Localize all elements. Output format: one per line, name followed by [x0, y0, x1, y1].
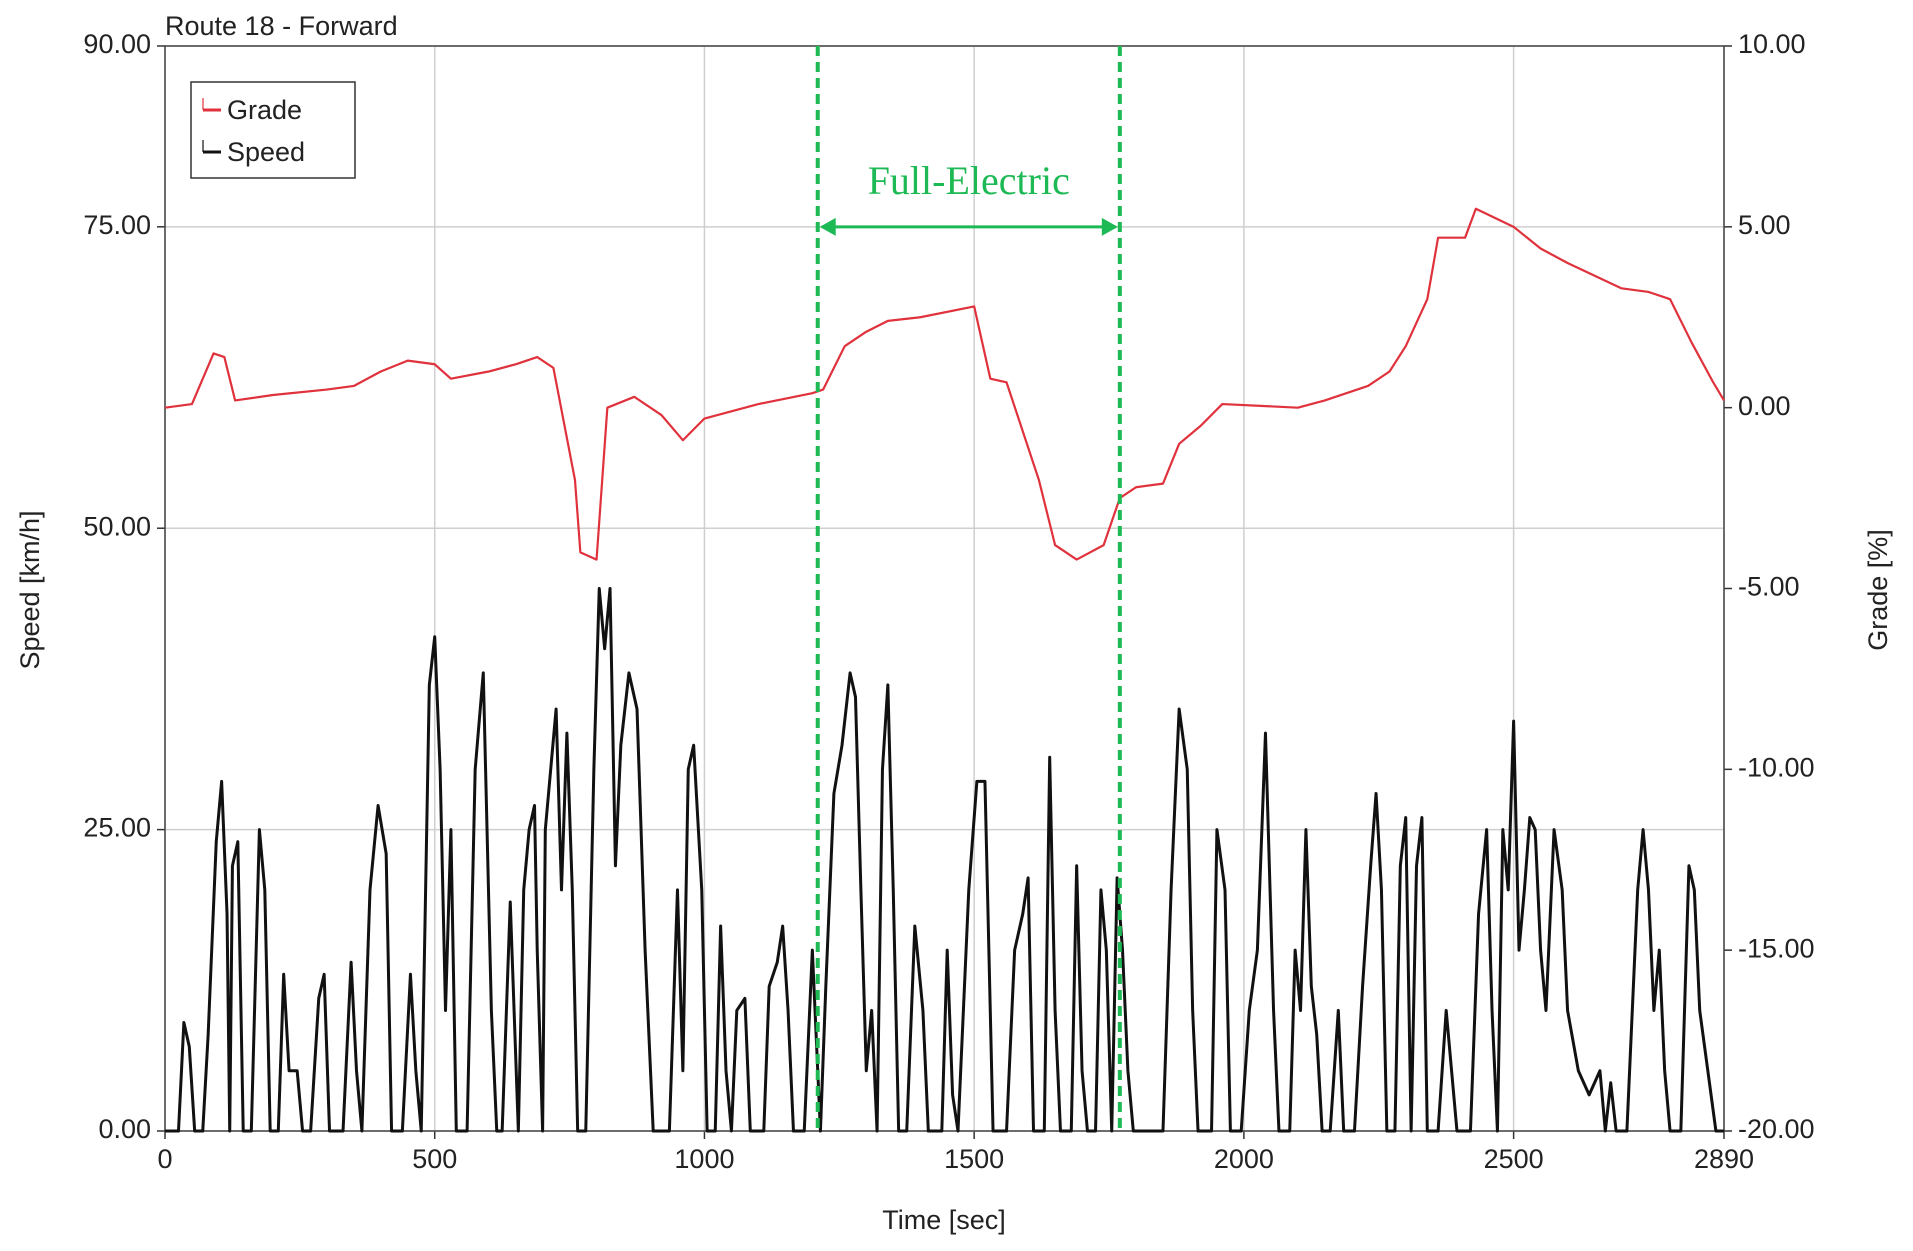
y2-tick-label: 0.00	[1738, 391, 1791, 421]
arrow-head	[1101, 217, 1118, 236]
y2-tick-label: -10.00	[1738, 752, 1815, 782]
x-tick-label: 1000	[674, 1144, 734, 1174]
x-tick-label: 1500	[944, 1144, 1004, 1174]
series-line	[165, 587, 1724, 1133]
x-tick-label: 0	[157, 1144, 172, 1174]
y-tick-label: 0.00	[98, 1114, 151, 1144]
x-axis-label: Time [sec]	[882, 1205, 1006, 1235]
y2-axis-label: Grade [%]	[1863, 529, 1893, 651]
series-line	[164, 207, 1725, 561]
x-tick-label: 2890	[1694, 1144, 1754, 1174]
y-axis-label: Speed [km/h]	[15, 510, 45, 669]
y-tick-label: 75.00	[83, 210, 151, 240]
y-tick-label: 50.00	[83, 511, 151, 541]
x-tick-label: 2500	[1484, 1144, 1544, 1174]
y2-tick-label: -15.00	[1738, 933, 1815, 963]
x-tick-label: 2000	[1214, 1144, 1274, 1174]
y2-tick-label: -5.00	[1738, 572, 1800, 602]
x-tick-label: 500	[412, 1144, 457, 1174]
y2-tick-label: -20.00	[1738, 1114, 1815, 1144]
y-tick-label: 25.00	[83, 813, 151, 843]
legend-box	[190, 81, 356, 179]
y2-tick-label: 10.00	[1738, 29, 1806, 59]
legend-label: Speed	[227, 137, 305, 167]
plot-frame	[164, 45, 1725, 1132]
legend-label: Grade	[227, 95, 302, 125]
y2-tick-label: 5.00	[1738, 210, 1791, 240]
annotation-text: Full-Electric	[868, 158, 1070, 203]
y-tick-label: 90.00	[83, 29, 151, 59]
chart-title: Route 18 - Forward	[165, 11, 398, 41]
arrow-head	[819, 217, 836, 236]
